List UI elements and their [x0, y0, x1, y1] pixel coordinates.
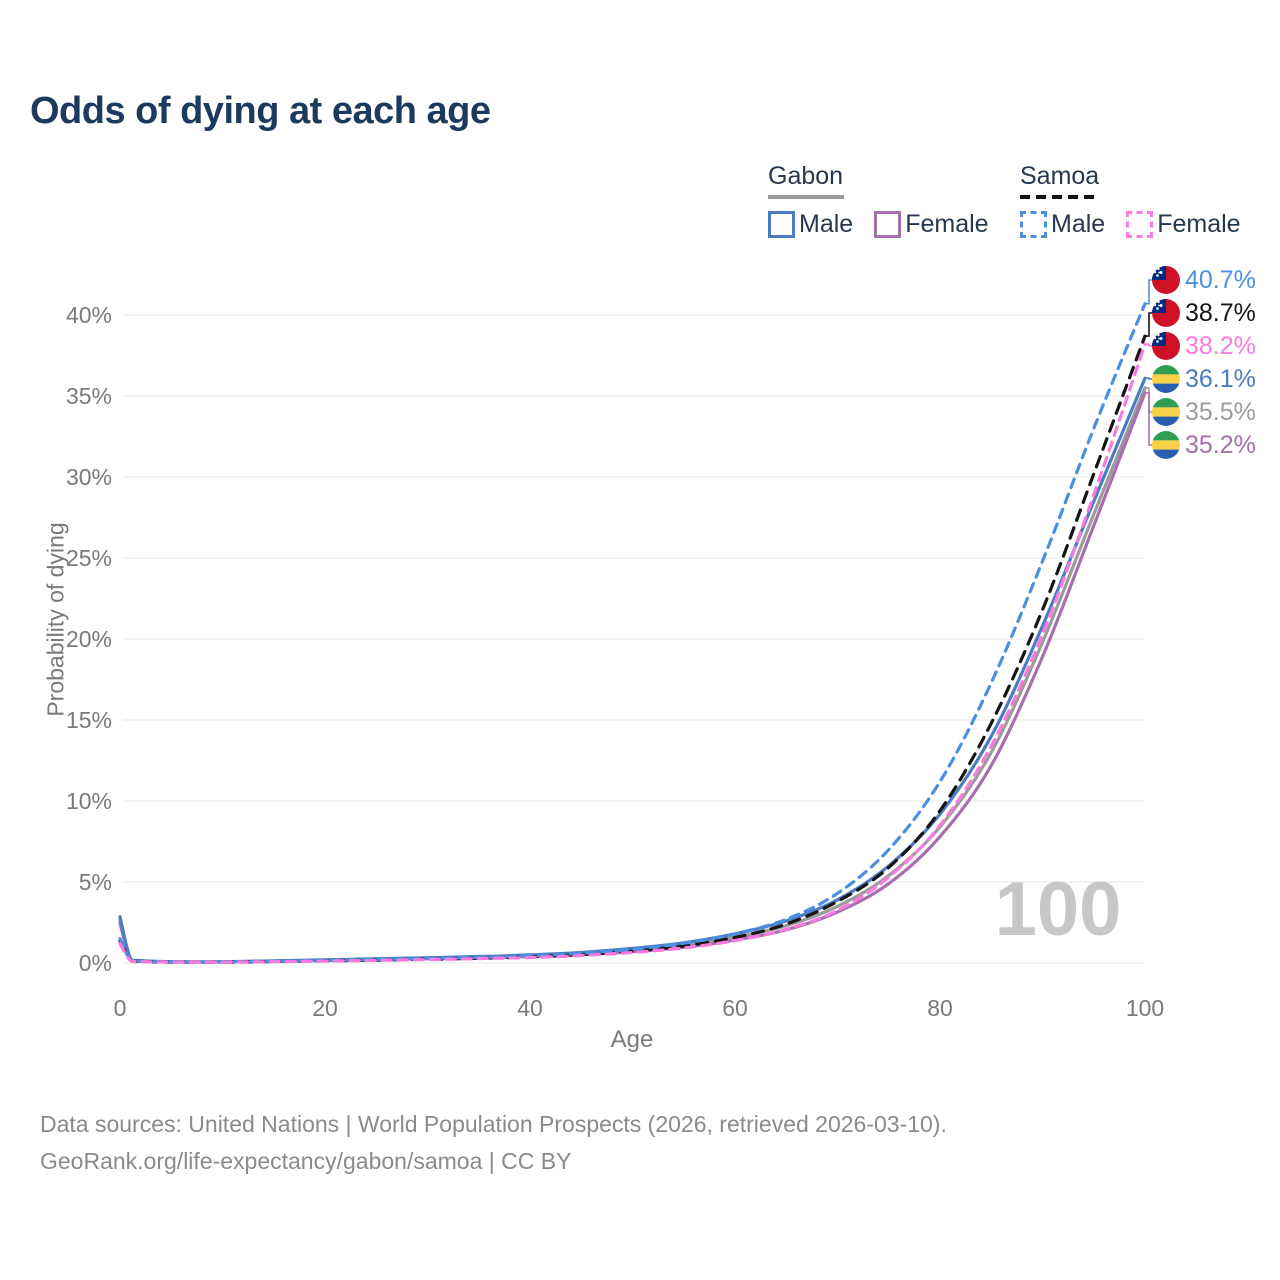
legend-group-samoa: Samoa Male Female	[1020, 162, 1241, 239]
end-label-gabon-male: 36.1%	[1185, 365, 1256, 393]
samoa-flag-icon	[1152, 332, 1180, 360]
end-label-samoa-male: 40.7%	[1185, 266, 1256, 294]
x-axis-title: Age	[610, 1026, 654, 1053]
x-tick-label: 80	[927, 995, 953, 1021]
legend-group-title-gabon: Gabon	[768, 162, 844, 190]
y-tick-label: 15%	[66, 707, 112, 733]
end-label-connector	[1145, 343, 1152, 347]
x-tick-label: 60	[722, 995, 748, 1021]
gabon-male-swatch-icon	[768, 211, 795, 238]
y-axis-title: Probability of dying	[42, 522, 69, 717]
gabon-female-swatch-icon	[874, 211, 902, 238]
legend-item-samoa-female[interactable]: Female	[1126, 210, 1241, 239]
y-tick-label: 10%	[66, 788, 112, 814]
legend-item-label: Female	[1157, 210, 1241, 238]
end-label-connector	[1145, 392, 1152, 446]
legend-group-title-samoa: Samoa	[1020, 162, 1100, 190]
gabon-line-swatch	[768, 195, 844, 199]
legend-item-label: Female	[905, 210, 989, 238]
y-tick-label: 35%	[66, 383, 112, 409]
end-label-gabon-female: 35.2%	[1185, 431, 1256, 459]
legend-item-samoa-male[interactable]: Male	[1020, 210, 1105, 239]
y-tick-label: 0%	[79, 950, 112, 976]
mortality-line-chart: 0% 5% 10% 15% 20% 25% 30% 35% 40% 0 20 40 60 80 100	[66, 266, 1180, 1021]
legend-item-gabon-male[interactable]: Male	[768, 210, 853, 239]
x-tick-label: 40	[517, 995, 543, 1021]
footer-source-line: Data sources: United Nations | World Pop…	[40, 1111, 947, 1137]
end-label-connector	[1145, 312, 1152, 337]
legend-group-gabon: Gabon Male Female	[768, 162, 989, 239]
samoa-male-swatch-icon	[1020, 211, 1047, 238]
y-tick-label: 20%	[66, 626, 112, 652]
end-label-connector	[1145, 279, 1152, 305]
gabon-flag-icon	[1152, 431, 1180, 459]
page-title: Odds of dying at each age	[30, 90, 491, 132]
samoa-flag-icon	[1152, 299, 1180, 327]
legend-item-label: Male	[1051, 210, 1106, 238]
x-tick-label: 20	[312, 995, 338, 1021]
end-label-samoa-all: 38.7%	[1185, 299, 1256, 327]
end-label-gabon-all: 35.5%	[1185, 398, 1256, 426]
samoa-flag-icon	[1152, 266, 1180, 294]
y-tick-label: 5%	[79, 869, 112, 895]
legend-item-label: Male	[799, 210, 854, 238]
samoa-line-swatch	[1020, 195, 1096, 199]
y-tick-label: 25%	[66, 545, 112, 571]
gabon-flag-icon	[1152, 365, 1180, 393]
legend-item-gabon-female[interactable]: Female	[874, 210, 989, 239]
x-tick-label: 100	[1126, 995, 1164, 1021]
y-tick-label: 40%	[66, 302, 112, 328]
footer-url-line: GeoRank.org/life-expectancy/gabon/samoa …	[40, 1148, 572, 1174]
end-label-connector	[1145, 377, 1152, 380]
end-label-samoa-female: 38.2%	[1185, 332, 1256, 360]
series-line-samoa-all	[118, 334, 1147, 964]
age-watermark: 100	[994, 867, 1122, 952]
series-line-samoa-female	[118, 342, 1147, 964]
samoa-female-swatch-icon	[1126, 211, 1154, 238]
y-tick-label: 30%	[66, 464, 112, 490]
gabon-flag-icon	[1152, 398, 1180, 426]
x-tick-label: 0	[114, 995, 127, 1021]
series-line-samoa-male	[118, 302, 1147, 964]
